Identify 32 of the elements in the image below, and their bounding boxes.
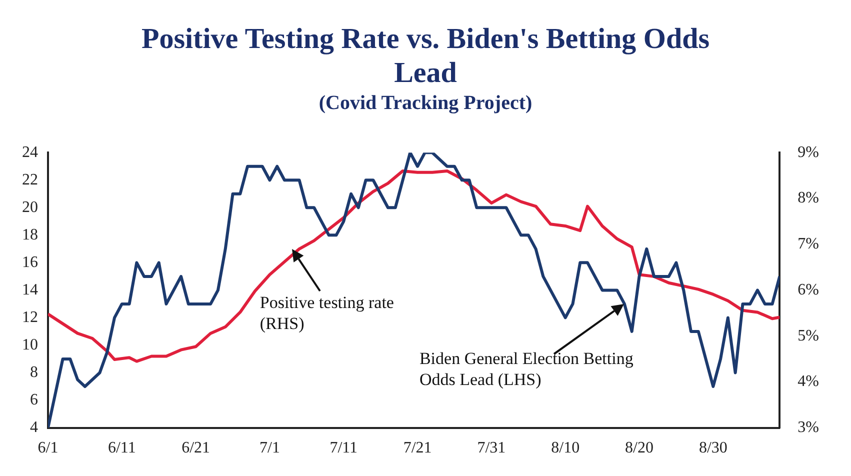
- x-tick-label: 8/10: [551, 440, 580, 457]
- x-tick-label: 7/31: [477, 440, 506, 457]
- y2-tick-label: 3%: [798, 419, 819, 436]
- y-tick-label: 10: [22, 336, 38, 354]
- y-tick-label: 16: [22, 254, 38, 271]
- chart-title: Positive Testing Rate vs. Biden's Betting Odds Lead: [140, 22, 710, 90]
- x-tick-label: 6/11: [108, 440, 136, 457]
- y2-tick-label: 7%: [798, 236, 819, 253]
- x-tick-label: 8/30: [698, 440, 728, 457]
- y2-tick-label: 8%: [798, 190, 819, 207]
- annotation: Positive testing rate (RHS): [260, 292, 394, 334]
- x-tick-label: 7/21: [403, 440, 432, 457]
- y2-tick-label: 9%: [798, 144, 819, 161]
- y-tick-label: 20: [22, 198, 38, 216]
- y-tick-label: 12: [22, 308, 38, 326]
- chart-subtitle: (Covid Tracking Project): [318, 92, 534, 115]
- y2-tick-label: 4%: [798, 373, 819, 390]
- x-tick-label: 8/20: [625, 440, 654, 457]
- y2-tick-label: 6%: [798, 281, 819, 298]
- y-tick-label: 8: [30, 364, 38, 381]
- y-tick-label: 6: [30, 391, 38, 408]
- x-tick-label: 6/1: [38, 440, 58, 457]
- y-tick-label: 14: [22, 281, 38, 298]
- annotation: Biden General Election Betting Odds Lead (LHS): [419, 348, 634, 390]
- y-tick-label: 4: [30, 419, 38, 436]
- x-tick-label: 6/21: [182, 440, 210, 457]
- y-tick-label: 18: [22, 226, 38, 244]
- x-tick-label: 7/11: [330, 440, 358, 457]
- y-tick-label: 24: [22, 144, 38, 161]
- y-tick-label: 22: [22, 171, 38, 188]
- x-tick-label: 7/1: [259, 440, 280, 457]
- y2-tick-label: 5%: [798, 327, 819, 344]
